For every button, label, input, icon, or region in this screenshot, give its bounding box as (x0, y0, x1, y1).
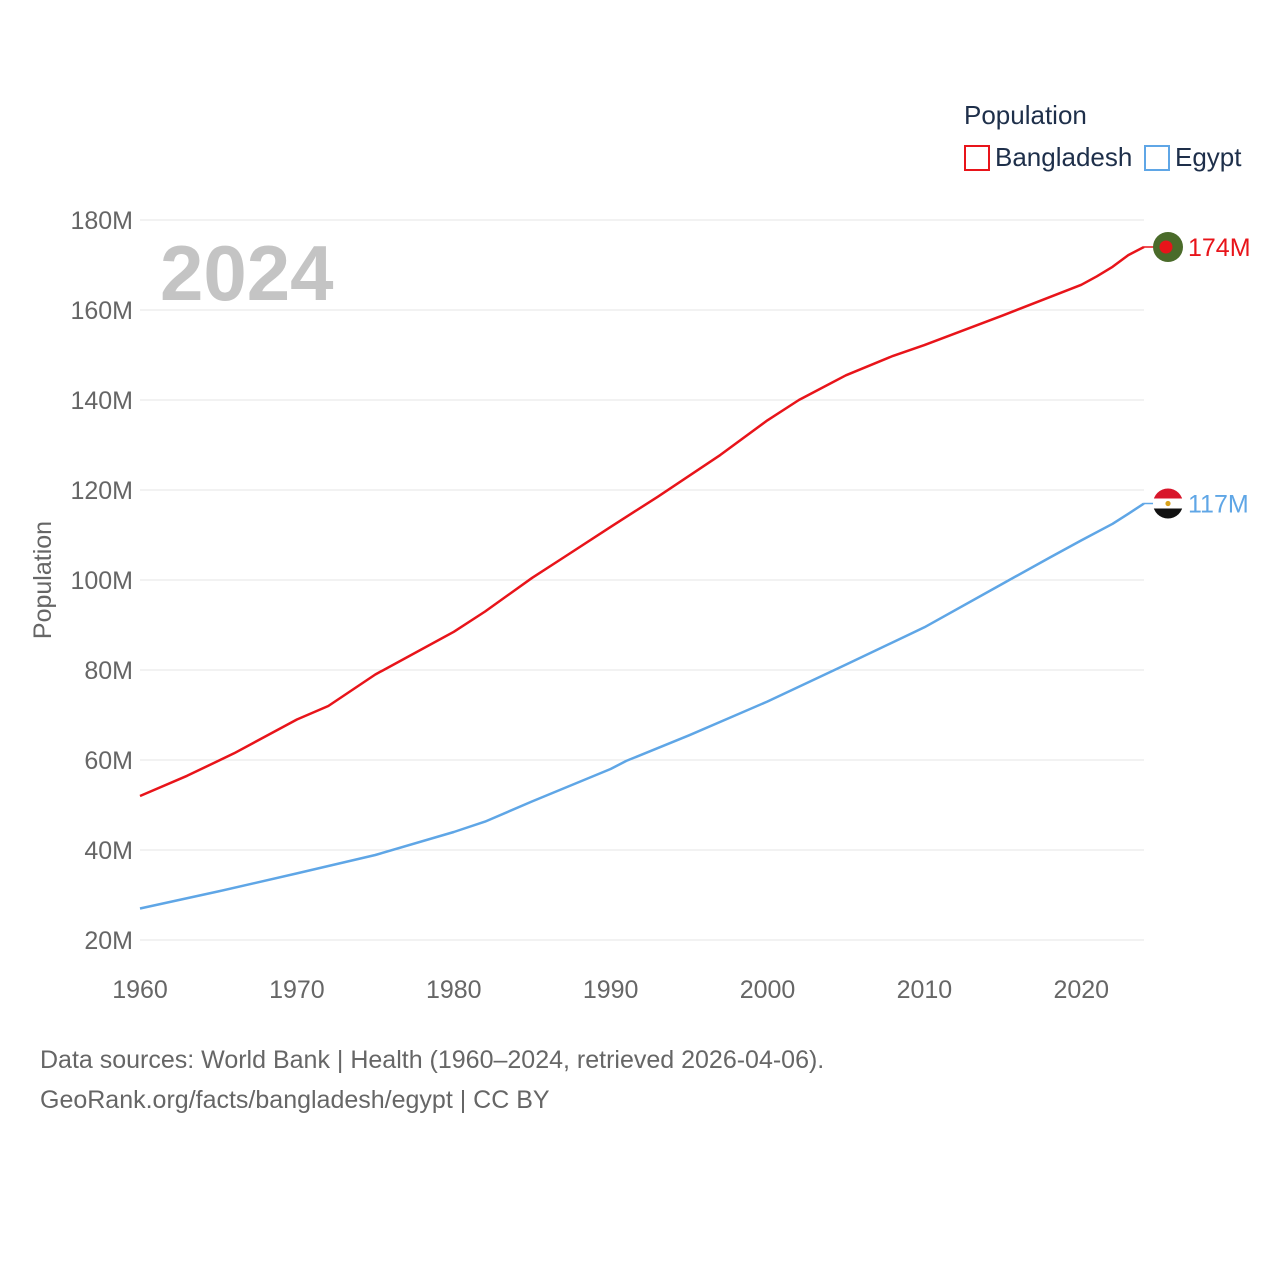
flag-emblem (1165, 500, 1171, 507)
data-source-note: Data sources: World Bank | Health (1960–… (40, 1046, 825, 1074)
series-line-bangladesh[interactable] (139, 245, 1145, 798)
attribution-link[interactable]: GeoRank.org/facts/bangladesh/egypt | CC … (40, 1086, 550, 1114)
x-tick-label: 1980 (426, 976, 482, 1004)
x-axis-ticks: 1960 1970 1980 1990 2000 2010 2020 (112, 976, 1109, 1004)
flag-stripes (1153, 488, 1183, 519)
x-tick-label: 1960 (112, 976, 168, 1004)
end-value-label-bangladesh: 174M (1188, 234, 1251, 262)
legend-label-egypt[interactable]: Egypt (1175, 142, 1242, 172)
series-lines (139, 245, 1145, 910)
bangladesh-flag-icon (1153, 232, 1183, 262)
series-line-egypt[interactable] (139, 502, 1145, 910)
x-tick-label: 2000 (740, 976, 796, 1004)
y-tick-label: 60M (84, 747, 133, 775)
x-tick-label: 2010 (897, 976, 953, 1004)
legend: Population Bangladesh Egypt (964, 100, 1242, 172)
x-tick-label: 1970 (269, 976, 325, 1004)
end-markers: 174M 117M (1144, 232, 1251, 519)
legend-swatch-egypt[interactable] (1144, 145, 1170, 171)
end-value-label-egypt: 117M (1188, 491, 1249, 519)
x-tick-label: 1990 (583, 976, 639, 1004)
y-tick-label: 100M (70, 567, 133, 595)
flag-stripe-red (1153, 488, 1183, 499)
egypt-flag-icon (1153, 488, 1183, 519)
legend-label-bangladesh[interactable]: Bangladesh (995, 142, 1132, 172)
y-tick-label: 80M (84, 657, 133, 685)
grid-lines (140, 219, 1144, 941)
flag-stripe-black (1153, 508, 1183, 519)
y-tick-label: 120M (70, 477, 133, 505)
legend-title: Population (964, 100, 1087, 130)
y-axis-title: Population (29, 521, 57, 639)
y-tick-label: 40M (84, 837, 133, 865)
y-axis-ticks: 20M 40M 60M 80M 100M 120M 140M 160M 180M (70, 207, 133, 955)
y-tick-label: 180M (70, 207, 133, 235)
year-watermark: 2024 (160, 229, 334, 317)
y-tick-label: 140M (70, 387, 133, 415)
y-tick-label: 20M (84, 927, 133, 955)
footer: Data sources: World Bank | Health (1960–… (40, 1040, 824, 1120)
flag-disc (1159, 240, 1173, 254)
legend-swatch-bangladesh[interactable] (964, 145, 990, 171)
y-tick-label: 160M (70, 297, 133, 325)
x-tick-label: 2020 (1053, 976, 1109, 1004)
